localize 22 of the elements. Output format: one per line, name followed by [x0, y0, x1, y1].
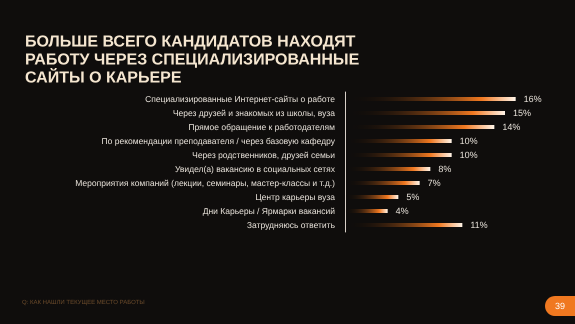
- data-label: 8%: [438, 164, 452, 174]
- y-tick-label: Через друзей и знакомых из школы, вуза: [172, 108, 336, 118]
- data-label: 10%: [460, 150, 478, 160]
- data-label: 10%: [460, 136, 478, 146]
- data-label: 7%: [428, 178, 441, 188]
- y-tick-label: Увидел(а) вакансию в социальных сетях: [174, 164, 336, 174]
- y-tick-label: Специализированные Интернет-сайты о работе: [145, 94, 336, 104]
- data-label: 5%: [406, 192, 420, 202]
- text: БОЛЬШЕ ВСЕГО КАНДИДАТОВ НАХОДЯТ РАБОТУ ЧЕРЕЗ СПЕЦИАЛИЗИРОВАННЫЕ САЙТЫ О КАРЬЕРЕ: [25, 34, 364, 86]
- y-tick-label: Через родственников, друзей семьи: [192, 150, 336, 160]
- y-tick-label: Дни Карьеры / Ярмарки вакансий: [202, 206, 336, 216]
- data-label: 15%: [513, 108, 532, 118]
- data-label: 14%: [502, 122, 520, 132]
- y-tick-label: Прямое обращение к работодателям: [188, 122, 336, 132]
- y-tick-label: Центр карьеры вуза: [255, 192, 336, 202]
- y-tick-label: По рекомендации преподавателя / через базовую кафедру: [102, 136, 336, 146]
- y-tick-label: Затрудняюсь ответить: [246, 220, 336, 230]
- text: 39: [554, 301, 566, 311]
- data-label: 11%: [470, 220, 488, 230]
- y-tick-label: Мероприятия компаний (лекции, семинары, мастер-классы и т.д.): [75, 178, 336, 188]
- data-label: 16%: [524, 94, 542, 104]
- data-label: 4%: [396, 206, 409, 216]
